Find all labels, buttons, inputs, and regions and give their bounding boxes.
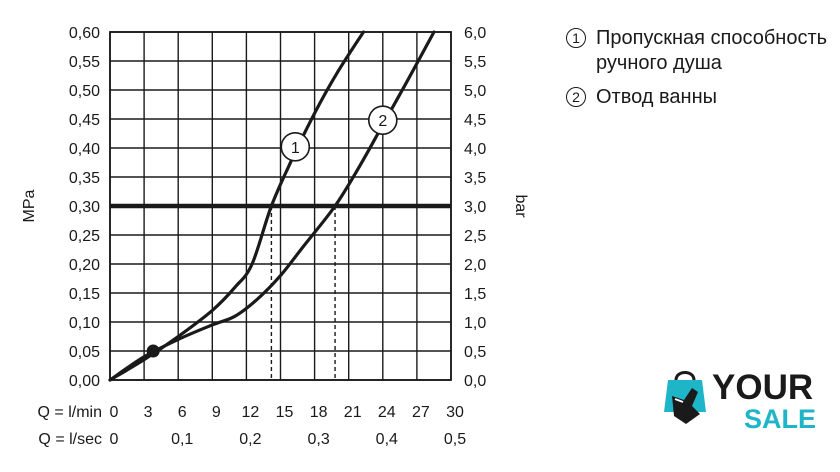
legend-text-2: Отвод ванны — [596, 86, 718, 108]
y-right-tick-label: 4,0 — [464, 141, 486, 158]
chart: 0,000,050,100,150,200,250,300,350,400,45… — [21, 25, 529, 448]
marker-point — [146, 344, 160, 358]
shopping-bag-hand-icon — [664, 371, 706, 424]
x-lsec-tick-label: 0,1 — [171, 431, 193, 448]
y-left-tick-label: 0,25 — [69, 228, 100, 245]
legend-item-2: 2 Отвод ванны — [566, 85, 836, 110]
x-lmin-tick-label: 21 — [344, 404, 362, 421]
y-left-tick-label: 0,15 — [69, 286, 100, 303]
x-lmin-tick-label: 15 — [276, 404, 294, 421]
legend-number-1: 1 — [566, 28, 586, 48]
x-lsec-tick-label: 0 — [110, 431, 119, 448]
y-right-tick-label: 0,5 — [464, 344, 486, 361]
y-right-tick-label: 3,5 — [464, 170, 486, 187]
logo-word-bottom: SALE — [744, 404, 816, 434]
x-lmin-axis-title: Q = l/min — [38, 404, 102, 421]
x-lsec-tick-label: 0,2 — [239, 431, 261, 448]
y-right-tick-label: 1,0 — [464, 315, 486, 332]
x-lmin-tick-label: 0 — [110, 404, 119, 421]
logo-word-top: YOUR — [712, 368, 813, 407]
y-right-axis-title: bar — [512, 194, 529, 218]
y-right-tick-label: 2,5 — [464, 228, 486, 245]
y-left-tick-label: 0,45 — [69, 112, 100, 129]
curve-label-2: 2 — [378, 113, 387, 130]
x-lmin-tick-label: 6 — [178, 404, 187, 421]
y-right-tick-label: 6,0 — [464, 25, 486, 42]
x-lmin-tick-label: 12 — [242, 404, 260, 421]
y-right-tick-label: 2,0 — [464, 257, 486, 274]
x-lsec-tick-label: 0,3 — [307, 431, 329, 448]
y-left-axis-title: MPa — [21, 189, 38, 222]
legend: 1 Пропускная способность ручного душа 2 … — [566, 26, 836, 119]
y-left-tick-label: 0,00 — [69, 373, 100, 390]
y-left-tick-label: 0,40 — [69, 141, 100, 158]
y-left-tick-label: 0,30 — [69, 199, 100, 216]
curve-label-circle-2 — [367, 105, 398, 135]
y-left-tick-label: 0,05 — [69, 344, 100, 361]
x-lsec-tick-label: 0,5 — [444, 431, 466, 448]
y-right-tick-label: 5,5 — [464, 54, 486, 71]
y-left-tick-label: 0,55 — [69, 54, 100, 71]
y-left-tick-label: 0,20 — [69, 257, 100, 274]
x-lmin-tick-label: 24 — [378, 404, 396, 421]
y-left-tick-label: 0,60 — [69, 25, 100, 42]
curve-label-1: 1 — [291, 140, 300, 157]
x-lmin-tick-label: 18 — [310, 404, 328, 421]
y-right-tick-label: 3,0 — [464, 199, 486, 216]
x-lsec-axis-title: Q = l/sec — [38, 431, 102, 448]
legend-text-1: Пропускная способность ручного душа — [596, 27, 828, 74]
x-lmin-tick-label: 9 — [212, 404, 221, 421]
legend-number-2: 2 — [566, 87, 586, 107]
y-left-tick-label: 0,35 — [69, 170, 100, 187]
y-right-tick-label: 5,0 — [464, 83, 486, 100]
y-left-tick-label: 0,50 — [69, 83, 100, 100]
x-lmin-tick-label: 27 — [412, 404, 430, 421]
x-lsec-tick-label: 0,4 — [376, 431, 398, 448]
y-right-tick-label: 0,0 — [464, 373, 486, 390]
y-right-tick-label: 4,5 — [464, 112, 486, 129]
y-right-tick-label: 1,5 — [464, 286, 486, 303]
your-sale-logo: YOUR SALE — [664, 368, 816, 434]
legend-item-1: 1 Пропускная способность ручного душа — [566, 26, 836, 76]
y-left-tick-label: 0,10 — [69, 315, 100, 332]
x-lmin-tick-label: 3 — [144, 404, 153, 421]
curve-label-circle-1 — [280, 132, 311, 162]
x-lmin-tick-label: 30 — [446, 404, 464, 421]
